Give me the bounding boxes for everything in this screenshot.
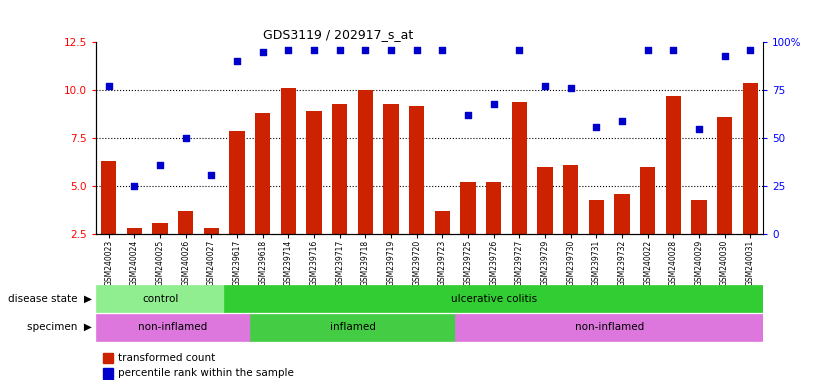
Point xyxy=(666,47,680,53)
Point xyxy=(564,85,577,91)
Bar xyxy=(486,182,501,282)
Text: non-inflamed: non-inflamed xyxy=(575,322,644,333)
Bar xyxy=(563,165,578,282)
Point xyxy=(153,162,167,168)
Point xyxy=(179,135,193,141)
Point xyxy=(513,47,526,53)
Text: ulcerative colitis: ulcerative colitis xyxy=(450,293,537,304)
Bar xyxy=(640,167,656,282)
Bar xyxy=(178,211,193,282)
Bar xyxy=(666,96,681,282)
Point xyxy=(333,47,346,53)
Bar xyxy=(460,182,475,282)
Text: specimen  ▶: specimen ▶ xyxy=(27,322,92,333)
Point xyxy=(538,83,551,89)
Point xyxy=(282,47,295,53)
Text: control: control xyxy=(142,293,178,304)
Bar xyxy=(281,88,296,282)
Point xyxy=(615,118,629,124)
Point xyxy=(410,47,424,53)
Bar xyxy=(153,223,168,282)
Bar xyxy=(409,106,425,282)
Bar xyxy=(96,313,250,341)
Bar xyxy=(332,104,348,282)
Text: inflamed: inflamed xyxy=(329,322,375,333)
Bar xyxy=(435,211,450,282)
Bar xyxy=(717,117,732,282)
Point xyxy=(435,47,449,53)
Bar xyxy=(306,111,322,282)
Bar xyxy=(358,90,373,282)
Bar xyxy=(101,161,117,282)
Bar xyxy=(615,194,630,282)
Bar xyxy=(455,313,763,341)
Bar xyxy=(127,228,142,282)
Bar xyxy=(229,131,244,282)
Bar xyxy=(224,285,763,313)
Point xyxy=(384,47,398,53)
Point xyxy=(641,47,655,53)
Bar xyxy=(255,113,270,282)
Point xyxy=(230,58,244,65)
Point xyxy=(359,47,372,53)
Text: non-inflamed: non-inflamed xyxy=(138,322,208,333)
Point xyxy=(590,124,603,130)
Bar xyxy=(537,167,553,282)
Bar xyxy=(103,353,113,363)
Point xyxy=(718,53,731,59)
Point xyxy=(102,83,115,89)
Point xyxy=(487,101,500,107)
Point xyxy=(308,47,321,53)
Point xyxy=(744,47,757,53)
Text: transformed count: transformed count xyxy=(118,353,215,363)
Bar xyxy=(742,83,758,282)
Text: percentile rank within the sample: percentile rank within the sample xyxy=(118,368,294,378)
Bar xyxy=(96,285,224,313)
Text: GDS3119 / 202917_s_at: GDS3119 / 202917_s_at xyxy=(263,28,413,41)
Bar xyxy=(250,313,455,341)
Bar xyxy=(203,228,219,282)
Bar xyxy=(589,200,604,282)
Point xyxy=(128,183,141,189)
Point xyxy=(461,112,475,118)
Point xyxy=(256,49,269,55)
Bar xyxy=(384,104,399,282)
Bar xyxy=(511,102,527,282)
Point xyxy=(204,172,218,178)
Text: disease state  ▶: disease state ▶ xyxy=(8,293,92,304)
Bar xyxy=(691,200,706,282)
Bar xyxy=(103,368,113,379)
Point xyxy=(692,126,706,132)
